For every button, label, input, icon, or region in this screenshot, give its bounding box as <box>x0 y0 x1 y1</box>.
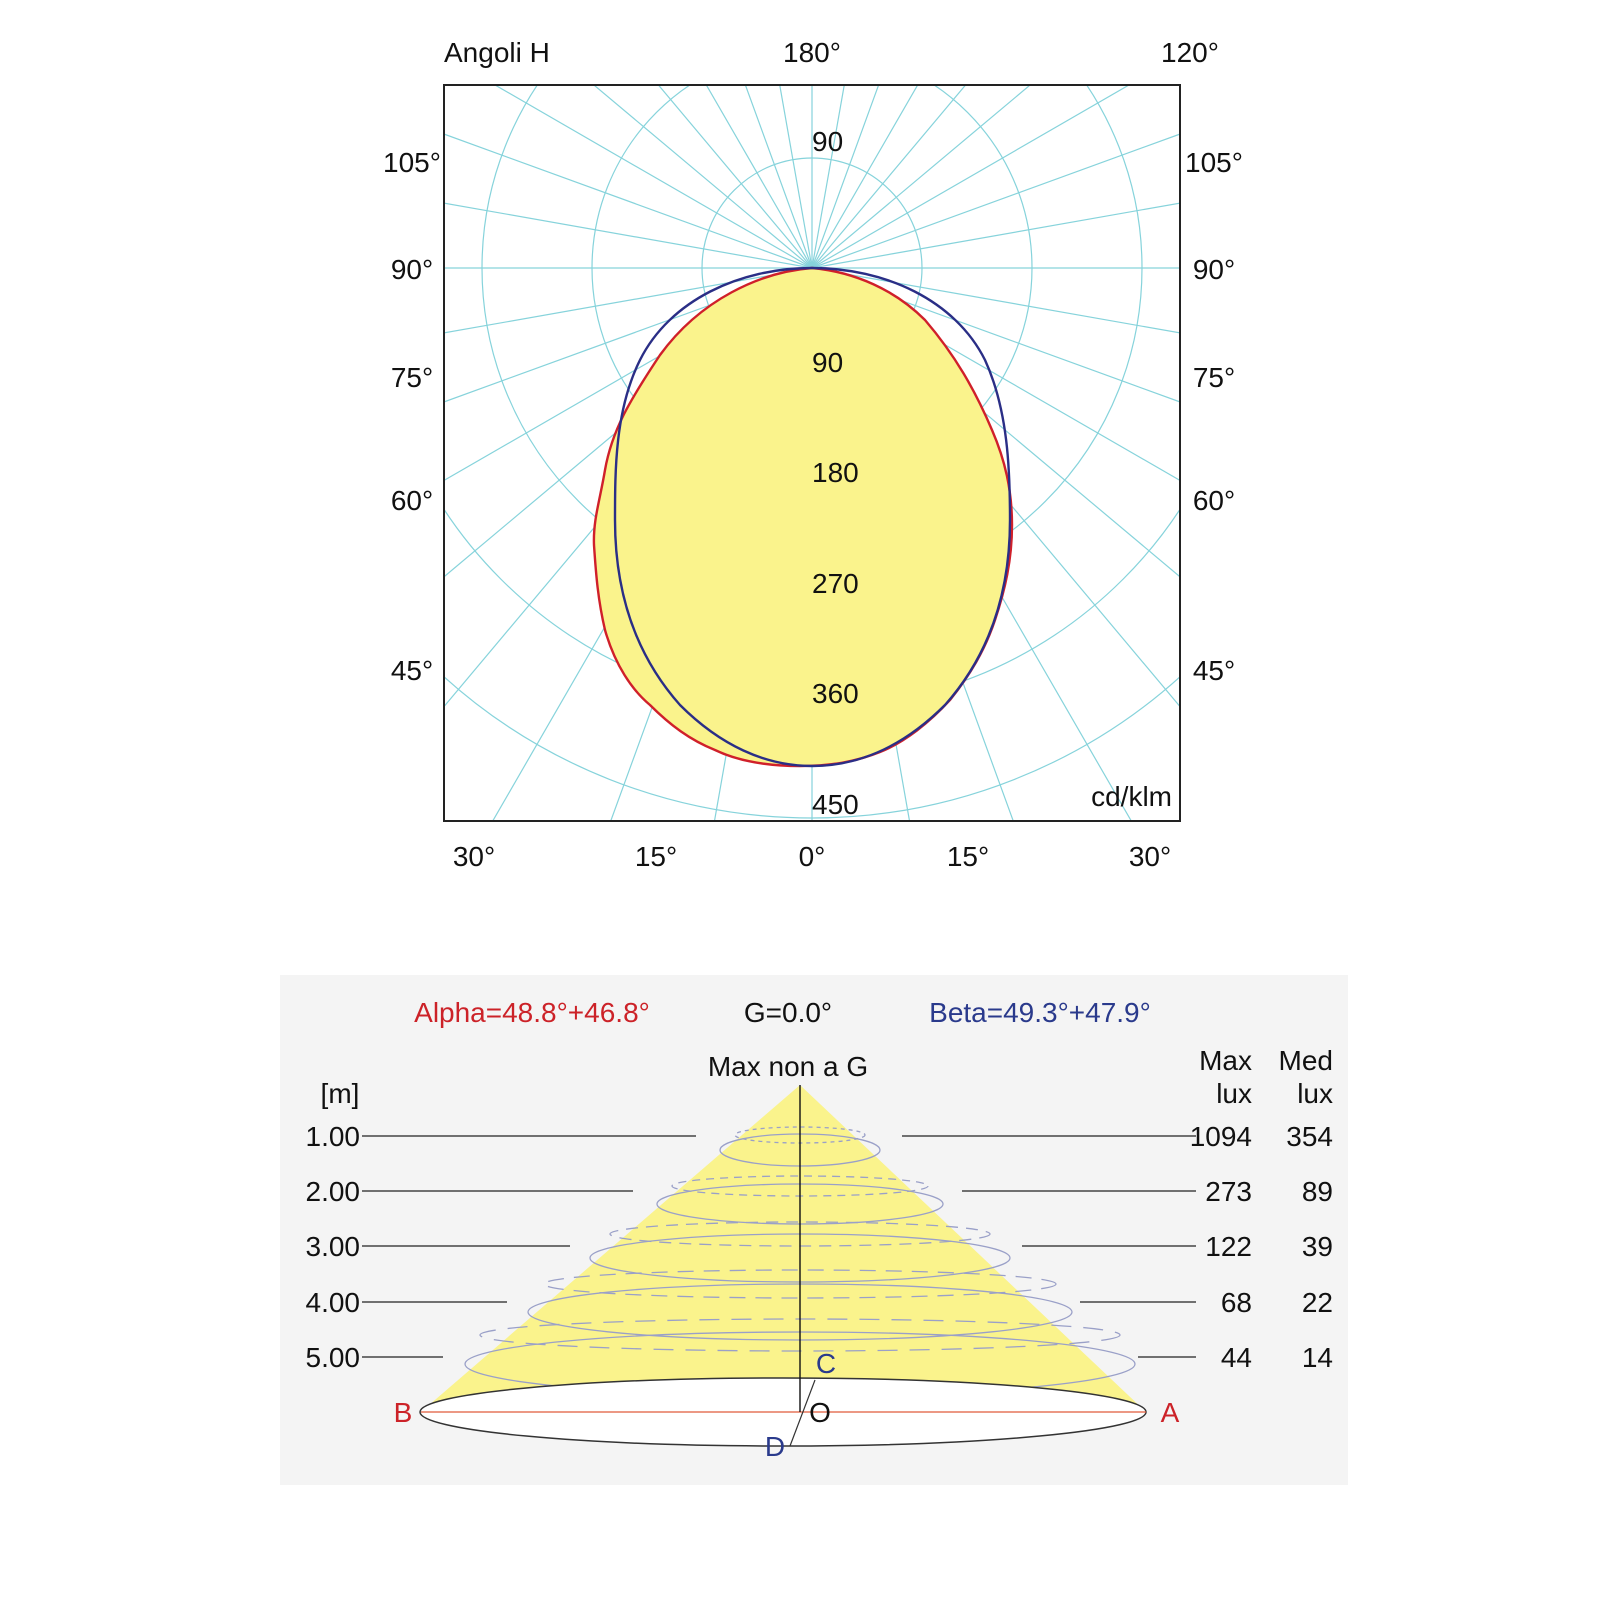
side-label-left-60: 60° <box>391 485 433 516</box>
side-label-right-60: 60° <box>1193 485 1235 516</box>
top-label: Max non a G <box>708 1051 868 1082</box>
side-label-left-75: 75° <box>391 362 433 393</box>
radial-line <box>592 85 813 269</box>
header-center: 180° <box>783 37 841 68</box>
cone-diagram: Alpha=48.8°+46.8° G=0.0° Beta=49.3°+47.9… <box>280 975 1348 1485</box>
side-label-right-45: 45° <box>1193 655 1235 686</box>
point-d-label: D <box>765 1431 785 1462</box>
g-label: G=0.0° <box>744 997 832 1028</box>
max-value: 273 <box>1205 1176 1252 1207</box>
cone-body <box>421 1085 1146 1412</box>
side-label-right-90: 90° <box>1193 254 1235 285</box>
ring-label-upper-90: 90 <box>812 126 843 157</box>
cone-row: 1.00 1094 354 <box>306 1121 1334 1152</box>
point-a-label: A <box>1161 1397 1180 1428</box>
radial-line <box>493 85 813 269</box>
unit-m-label: [m] <box>321 1078 360 1109</box>
bottom-label-0: 0° <box>799 841 826 872</box>
cone-row: 4.00 68 22 <box>306 1287 1334 1318</box>
unit-label: cd/klm <box>1091 781 1172 812</box>
med-header-2: lux <box>1297 1078 1333 1109</box>
point-o-label: O <box>809 1397 831 1428</box>
height-value: 5.00 <box>306 1342 361 1373</box>
radial-line <box>444 267 813 334</box>
radial-line <box>744 85 813 269</box>
cone-row: 3.00 122 39 <box>306 1231 1334 1262</box>
header-right: 120° <box>1161 37 1219 68</box>
height-value: 3.00 <box>306 1231 361 1262</box>
radial-line <box>811 85 1032 269</box>
ring-label-450: 450 <box>812 789 859 820</box>
ring-label-270: 270 <box>812 568 859 599</box>
max-value: 68 <box>1221 1287 1252 1318</box>
med-value: 14 <box>1302 1342 1333 1373</box>
cone-row: 2.00 273 89 <box>306 1176 1334 1207</box>
med-value: 354 <box>1286 1121 1333 1152</box>
side-label-left-105: 105° <box>383 147 441 178</box>
bottom-label-30-right: 30° <box>1129 841 1171 872</box>
med-value: 22 <box>1302 1287 1333 1318</box>
radial-line <box>811 133 1180 269</box>
med-header-1: Med <box>1279 1045 1333 1076</box>
point-b-label: B <box>394 1397 413 1428</box>
radial-line <box>444 133 813 269</box>
polar-diagram: Angoli H 180° 120° 105° 90° 75° 60° 45° … <box>383 37 1243 872</box>
max-header-1: Max <box>1199 1045 1252 1076</box>
bottom-label-15-right: 15° <box>947 841 989 872</box>
ring-label-90: 90 <box>812 347 843 378</box>
cone-row: 5.00 44 14 <box>306 1342 1334 1373</box>
ring-label-360: 360 <box>812 678 859 709</box>
height-value: 1.00 <box>306 1121 361 1152</box>
alpha-label: Alpha=48.8°+46.8° <box>414 997 650 1028</box>
side-label-right-105: 105° <box>1185 147 1243 178</box>
max-value: 122 <box>1205 1231 1252 1262</box>
radial-line <box>811 85 1131 269</box>
max-value: 44 <box>1221 1342 1252 1373</box>
radial-line <box>657 85 813 269</box>
point-c-label: C <box>816 1348 836 1379</box>
max-header-2: lux <box>1216 1078 1252 1109</box>
side-label-right-75: 75° <box>1193 362 1235 393</box>
radial-line <box>811 85 919 269</box>
radial-line <box>444 202 813 269</box>
radial-line <box>811 85 880 269</box>
cd-axis <box>789 1379 816 1447</box>
height-value: 2.00 <box>306 1176 361 1207</box>
c0-fill <box>593 268 1012 766</box>
radial-line <box>811 267 1180 334</box>
radial-line <box>811 202 1180 269</box>
max-value: 1094 <box>1190 1121 1252 1152</box>
header-left: Angoli H <box>444 37 550 68</box>
beta-label: Beta=49.3°+47.9° <box>929 997 1151 1028</box>
med-value: 89 <box>1302 1176 1333 1207</box>
side-label-left-45: 45° <box>391 655 433 686</box>
radial-line <box>811 85 967 269</box>
radial-line <box>811 85 845 269</box>
radial-line <box>779 85 813 269</box>
side-label-left-90: 90° <box>391 254 433 285</box>
radial-line <box>705 85 813 269</box>
med-value: 39 <box>1302 1231 1333 1262</box>
bottom-label-30-left: 30° <box>453 841 495 872</box>
height-value: 4.00 <box>306 1287 361 1318</box>
c90-curve <box>613 266 1012 768</box>
polar-frame <box>443 84 1181 822</box>
ring-label-180: 180 <box>812 457 859 488</box>
bottom-label-15-left: 15° <box>635 841 677 872</box>
